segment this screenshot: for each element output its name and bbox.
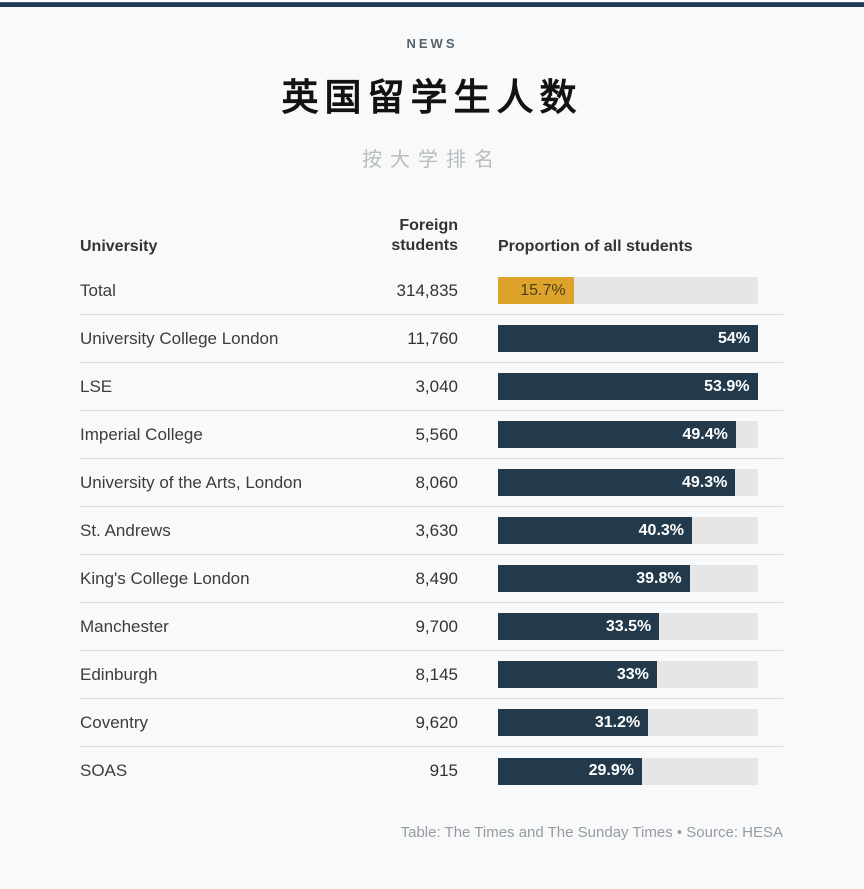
proportion-bar-cell: 29.9% — [498, 757, 758, 785]
foreign-students-value: 915 — [429, 761, 458, 780]
proportion-bar-cell: 39.8% — [498, 565, 758, 592]
chart-subtitle: 按大学排名 — [362, 149, 502, 171]
proportion-bar-cell: 15.7% — [498, 277, 758, 304]
university-name: St. Andrews — [80, 520, 171, 540]
bar-track: 53.9% — [498, 373, 758, 400]
university-name: Edinburgh — [80, 664, 158, 684]
proportion-bar-cell: 40.3% — [498, 517, 758, 544]
top-margin — [0, 0, 864, 2]
university-name: King's College London — [80, 568, 250, 588]
data-table: University Foreign students Proportion o… — [0, 216, 864, 795]
total-bar: 15.7% — [498, 277, 574, 304]
bar-value-label: 54% — [717, 329, 750, 347]
proportion-bar-cell: 54% — [498, 325, 758, 352]
table-row: Imperial College 5,560 49.4% — [80, 411, 783, 459]
table-row: LSE 3,040 53.9% — [80, 363, 783, 411]
proportion-bar-cell: 33% — [498, 661, 758, 688]
foreign-students-value: 9,620 — [415, 712, 458, 732]
bar-track: 39.8% — [498, 565, 758, 592]
bar-value-label: 53.9% — [704, 377, 750, 395]
column-header-proportion: Proportion of all students — [498, 238, 693, 255]
proportion-bar-cell: 49.3% — [498, 469, 758, 496]
chart-header: NEWS 英国留学生人数 按大学排名 — [0, 7, 864, 172]
bar-track: 33.5% — [498, 613, 758, 640]
foreign-students-value: 8,490 — [415, 568, 458, 588]
bar-track: 33% — [498, 661, 758, 688]
foreign-students-value: 8,145 — [415, 664, 458, 684]
university-name: Imperial College — [80, 424, 203, 444]
table-row: SOAS 915 29.9% — [80, 747, 783, 795]
bar-value-label: 39.8% — [636, 569, 682, 587]
table-row: St. Andrews 3,630 40.3% — [80, 507, 783, 555]
chart-title: 英国留学生人数 — [281, 78, 583, 119]
bar-value-label: 49.3% — [681, 473, 728, 491]
proportion-bar-cell: 33.5% — [498, 613, 758, 640]
foreign-students-value: 5,560 — [415, 424, 458, 444]
proportion-bar: 53.9% — [498, 373, 758, 400]
table-row: King's College London 8,490 39.8% — [80, 555, 783, 603]
proportion-bar: 49.4% — [498, 421, 736, 448]
foreign-students-value: 9,700 — [415, 616, 458, 636]
proportion-bar: 54% — [498, 325, 758, 352]
bar-track: 31.2% — [498, 709, 758, 736]
table-row: University College London 11,760 54% — [80, 315, 783, 363]
bar-track: 40.3% — [498, 517, 758, 544]
bar-value-label: 15.7% — [520, 281, 566, 299]
proportion-bar: 29.9% — [498, 757, 642, 785]
chart-card: NEWS 英国留学生人数 按大学排名 University Foreign st… — [0, 7, 864, 889]
bar-track: 49.3% — [498, 469, 758, 496]
university-name: University of the Arts, London — [80, 472, 303, 492]
foreign-students-value: 3,630 — [415, 520, 458, 540]
proportion-bar: 33.5% — [498, 613, 660, 640]
proportion-bar: 31.2% — [498, 709, 649, 736]
table-row: University of the Arts, London 8,060 49.3% — [80, 459, 783, 507]
university-name: Manchester — [80, 616, 169, 636]
bar-track: 54% — [498, 325, 758, 352]
kicker-label: NEWS — [406, 36, 458, 51]
proportion-bar-cell: 53.9% — [498, 373, 758, 400]
proportion-bar-cell: 31.2% — [498, 709, 758, 736]
table-header-row: University Foreign students Proportion o… — [80, 216, 783, 267]
table-body: Total 314,835 15.7% University College Lond… — [80, 267, 783, 795]
proportion-bar: 33% — [498, 661, 657, 688]
foreign-students-value: 3,040 — [415, 376, 458, 396]
foreign-students-value: 11,760 — [407, 328, 458, 348]
proportion-bar-cell: 49.4% — [498, 421, 758, 448]
table-row: Manchester 9,700 33.5% — [80, 603, 783, 651]
bar-track: 29.9% — [498, 757, 758, 785]
proportion-bar: 39.8% — [498, 565, 690, 592]
column-header-foreign-students: Foreign students — [391, 217, 458, 254]
bar-value-label: 49.4% — [682, 425, 728, 443]
column-header-university: University — [80, 238, 158, 255]
source-credit: Table: The Times and The Sunday Times • … — [400, 824, 783, 841]
bar-value-label: 33% — [616, 665, 649, 683]
university-name: LSE — [80, 376, 113, 396]
top-accent-bar — [0, 2, 864, 7]
table-row: Coventry 9,620 31.2% — [80, 699, 783, 747]
bar-track: 15.7% — [498, 277, 758, 304]
university-name: SOAS — [80, 761, 128, 780]
university-name: Total — [80, 280, 116, 300]
bar-track: 49.4% — [498, 421, 758, 448]
foreign-students-value: 314,835 — [396, 280, 458, 300]
bar-value-label: 29.9% — [588, 762, 634, 779]
foreign-students-value: 8,060 — [415, 472, 458, 492]
proportion-bar: 40.3% — [498, 517, 693, 544]
university-name: Coventry — [80, 712, 149, 732]
bar-value-label: 31.2% — [594, 713, 641, 731]
proportion-bar: 49.3% — [498, 469, 736, 496]
bar-value-label: 40.3% — [638, 521, 685, 539]
table-row: Total 314,835 15.7% — [80, 267, 783, 315]
bar-value-label: 33.5% — [605, 617, 652, 635]
university-name: University College London — [80, 328, 279, 348]
table-row: Edinburgh 8,145 33% — [80, 651, 783, 699]
